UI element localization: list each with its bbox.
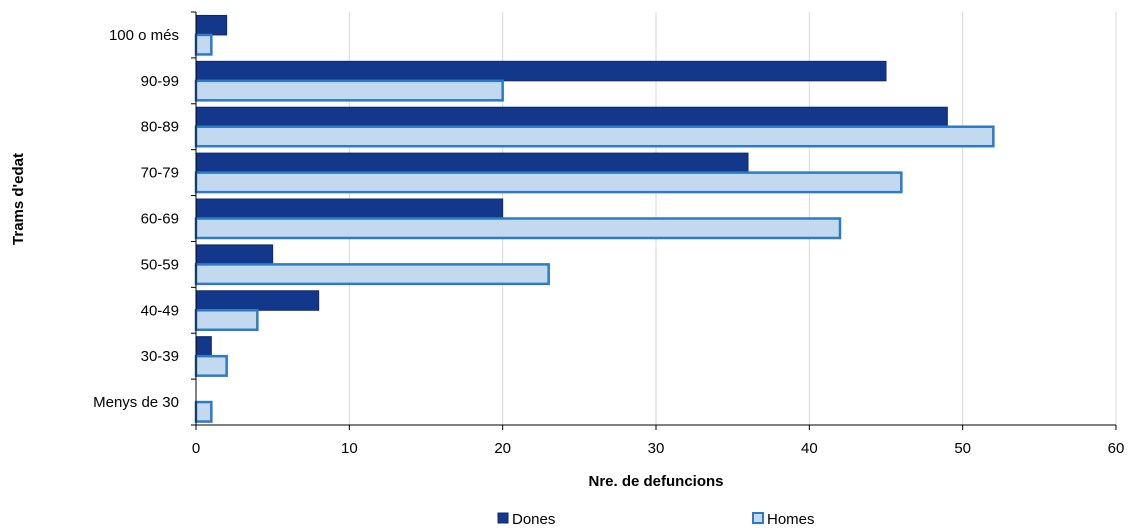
legend-label-homes: Homes: [767, 511, 815, 528]
legend-label-dones: Dones: [512, 511, 555, 528]
tick-labels: Menys de 30 30-39 40-49 50-59 60-69 70-79 80-8…: [93, 27, 1124, 457]
bar-homes-7: [194, 79, 504, 102]
y-tick-label: 70-79: [141, 165, 179, 182]
y-tick-label: 100 o més: [109, 27, 179, 44]
x-tick-label: 40: [801, 440, 818, 457]
bar-dones-4: [195, 198, 504, 219]
y-tick-label: Menys de 30: [93, 394, 179, 411]
bar-homes-5: [194, 171, 903, 194]
y-tick-label: 50-59: [141, 256, 179, 273]
legend: Dones Homes: [497, 511, 815, 528]
axes: [191, 11, 1117, 430]
bars: [194, 14, 995, 423]
bar-homes-2: [194, 309, 259, 332]
bar-dones-7: [195, 60, 887, 82]
x-tick-label: 60: [1108, 440, 1125, 457]
bar-dones-2: [195, 290, 320, 311]
y-tick-label: 30-39: [141, 348, 179, 365]
bar-homes-4: [194, 217, 842, 240]
legend-swatch-dones: [497, 512, 509, 524]
bar-homes-6: [194, 125, 995, 148]
bar-homes-3: [194, 263, 550, 286]
bar-dones-6: [195, 106, 948, 128]
bar-homes-0: [194, 400, 213, 423]
bar-dones-5: [195, 152, 749, 174]
x-tick-label: 20: [494, 440, 511, 457]
x-tick-label: 50: [954, 440, 971, 457]
x-axis-title: Nre. de defuncions: [588, 473, 723, 490]
x-tick-label: 10: [341, 440, 358, 457]
bar-dones-1: [195, 336, 212, 357]
y-tick-label: 40-49: [141, 302, 179, 319]
y-axis-title: Trams d'edat: [10, 153, 27, 245]
y-tick-label: 60-69: [141, 211, 179, 228]
bar-dones-8: [195, 14, 228, 36]
x-tick-label: 30: [648, 440, 665, 457]
bar-dones-3: [195, 244, 274, 265]
legend-swatch-homes: [752, 512, 764, 524]
y-tick-label: 80-89: [141, 119, 179, 136]
x-tick-label: 0: [192, 440, 200, 457]
bar-homes-8: [194, 33, 213, 56]
bar-homes-1: [194, 354, 228, 377]
y-tick-label: 90-99: [141, 73, 179, 90]
